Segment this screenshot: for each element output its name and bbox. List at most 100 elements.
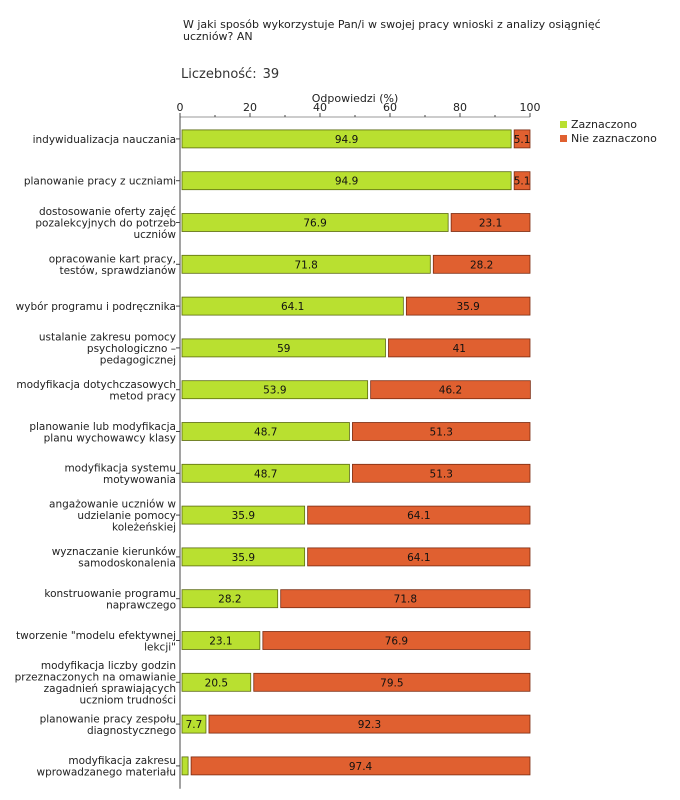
category-label-line: wyznaczanie kierunków: [52, 546, 177, 558]
category-label-line: planowanie lub modyfikacja: [29, 421, 176, 433]
bar-selected-13: [181, 672, 252, 692]
data-label-selected-13: 20.5: [205, 677, 228, 689]
data-label-selected-0: 94.9: [335, 134, 358, 146]
legend-item-selected: Zaznaczono: [560, 117, 657, 131]
bar-selected-12: [181, 631, 261, 650]
category-label-line: psychologiczno –: [87, 343, 176, 355]
bar-selected-10: [181, 547, 306, 567]
category-label-line: naprawczego: [106, 599, 176, 611]
x-tick-label-2: 40: [313, 101, 327, 114]
category-label-line: uczniom trudności: [80, 695, 177, 707]
category-label-line: modyfikacja liczby godzin: [41, 660, 176, 672]
category-label-10: wyznaczanie kierunków samodoskonalenia: [52, 546, 177, 570]
bar-selected-8: [181, 463, 350, 483]
data-label-not-selected-3: 28.2: [470, 259, 493, 271]
data-label-selected-8: 48.7: [254, 468, 277, 480]
bar-not-selected-8: [352, 463, 531, 483]
category-label-line: motywowania: [103, 474, 176, 486]
data-label-selected-6: 53.9: [263, 385, 286, 397]
category-label-5: ustalanie zakresu pomocy psychologiczno –…: [39, 331, 176, 366]
category-label-line: koleżeńskiej: [112, 522, 176, 534]
legend-label-selected: Zaznaczono: [571, 117, 638, 131]
category-label-line: modyfikacja dotychczasowych: [16, 379, 176, 391]
bar-not-selected-4: [405, 296, 531, 316]
bar-selected-14: [181, 714, 207, 734]
category-label-line: zagadnień sprawiających: [44, 683, 176, 695]
data-label-not-selected-4: 35.9: [456, 301, 479, 313]
category-label-line: udzielanie pomocy: [77, 510, 176, 522]
bar-not-selected-10: [307, 547, 531, 567]
data-label-not-selected-15: 97.4: [349, 761, 373, 773]
data-label-not-selected-8: 51.3: [430, 468, 453, 480]
category-label-8: modyfikacja systemu motywowania: [64, 463, 176, 487]
category-label-line: metod pracy: [109, 390, 176, 402]
category-label-line: tworzenie "modelu efektywnej: [16, 630, 176, 642]
data-label-selected-14: 7.7: [186, 719, 203, 731]
bar-not-selected-6: [370, 380, 531, 400]
category-label-4: wybór programu i podręcznika: [16, 301, 176, 313]
data-label-selected-9: 35.9: [232, 510, 255, 522]
bar-selected-1: [181, 171, 512, 191]
category-label-9: angażowanie uczniów w udzielanie pomocy ko…: [49, 499, 176, 534]
bar-not-selected-1: [513, 171, 531, 191]
data-label-selected-4: 64.1: [281, 301, 304, 313]
legend-label-not-selected: Nie zaznaczono: [571, 131, 657, 145]
category-label-line: ustalanie zakresu pomocy: [39, 331, 176, 343]
legend-item-not-selected: Nie zaznaczono: [560, 131, 657, 145]
data-label-not-selected-1: 5.1: [514, 176, 531, 188]
category-label-line: modyfikacja systemu: [64, 463, 176, 475]
bar-selected-2: [181, 213, 449, 232]
data-label-selected-2: 76.9: [303, 218, 326, 230]
category-label-13: modyfikacja liczby godzin przeznaczonych …: [15, 660, 176, 707]
bar-not-selected-3: [432, 254, 531, 274]
data-label-not-selected-12: 76.9: [385, 636, 408, 648]
category-label-11: konstruowanie programu naprawczego: [44, 588, 176, 612]
data-label-selected-5: 59: [277, 343, 290, 355]
category-label-line: wybór programu i podręcznika: [16, 301, 176, 313]
x-tick-label-4: 80: [453, 101, 467, 114]
chart-title: W jaki sposób wykorzystuje Pan/i w swoje…: [183, 18, 601, 43]
legend-swatch-selected: [560, 120, 567, 128]
data-label-not-selected-9: 64.1: [407, 510, 430, 522]
data-label-selected-3: 71.8: [294, 259, 317, 271]
data-label-selected-11: 28.2: [218, 594, 241, 606]
category-label-line: konstruowanie programu: [44, 588, 176, 600]
data-label-not-selected-7: 51.3: [430, 427, 453, 439]
data-label-selected-10: 35.9: [232, 552, 255, 564]
category-label-line: testów, sprawdzianów: [59, 265, 176, 277]
x-tick-label-5: 100: [520, 101, 541, 114]
category-label-line: dostosowanie oferty zajęć: [39, 206, 176, 218]
category-label-line: modyfikacja zakresu: [68, 755, 176, 767]
x-tick-label-0: 0: [177, 101, 184, 114]
legend: Zaznaczono Nie zaznaczono: [560, 117, 657, 145]
category-label-14: planowanie pracy zespołu diagnostycznego: [40, 713, 176, 737]
bar-not-selected-2: [450, 213, 531, 232]
bar-not-selected-5: [388, 338, 531, 358]
sample-size-value: 39: [262, 67, 280, 82]
category-label-line: angażowanie uczniów w: [49, 499, 176, 511]
category-label-line: opracowanie kart pracy,: [49, 254, 176, 266]
bar-not-selected-9: [307, 505, 531, 525]
category-label-2: dostosowanie oferty zajęć pozalekcyjnych …: [35, 206, 176, 241]
category-label-15: modyfikacja zakresu wprowadzanego materia…: [37, 755, 176, 779]
data-label-not-selected-10: 64.1: [407, 552, 430, 564]
bar-selected-4: [181, 296, 404, 316]
x-axis-label: Odpowiedzi (%): [312, 92, 399, 105]
bar-selected-6: [181, 380, 369, 400]
category-label-line: wprowadzanego materiału: [37, 767, 176, 779]
sample-size-label: Liczebność:: [181, 67, 257, 82]
category-label-line: planowanie pracy zespołu: [40, 713, 176, 725]
bar-selected-5: [181, 338, 386, 358]
category-label-0: indywidualizacja nauczania: [33, 134, 176, 146]
bar-not-selected-7: [352, 422, 531, 441]
bar-not-selected-14: [208, 714, 531, 734]
x-tick-label-1: 20: [243, 101, 257, 114]
category-label-line: diagnostycznego: [87, 725, 176, 737]
bar-selected-7: [181, 422, 350, 441]
data-label-selected-1: 94.9: [335, 176, 358, 188]
data-label-not-selected-6: 46.2: [439, 385, 462, 397]
data-label-selected-7: 48.7: [254, 427, 277, 439]
bar-selected-0: [181, 129, 512, 149]
legend-swatch-not-selected: [560, 134, 567, 142]
